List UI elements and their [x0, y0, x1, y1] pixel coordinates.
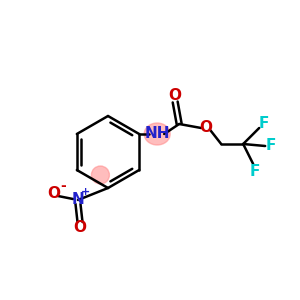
Ellipse shape: [144, 123, 170, 145]
Text: F: F: [266, 139, 276, 154]
Text: +: +: [80, 187, 90, 197]
Text: F: F: [259, 116, 269, 130]
Ellipse shape: [92, 166, 110, 184]
Text: O: O: [74, 220, 86, 236]
Text: N: N: [72, 191, 84, 206]
Text: O: O: [169, 88, 182, 103]
Text: F: F: [250, 164, 260, 178]
Text: -: -: [60, 179, 66, 193]
Text: O: O: [200, 121, 213, 136]
Text: NH: NH: [144, 127, 170, 142]
Text: O: O: [47, 187, 61, 202]
